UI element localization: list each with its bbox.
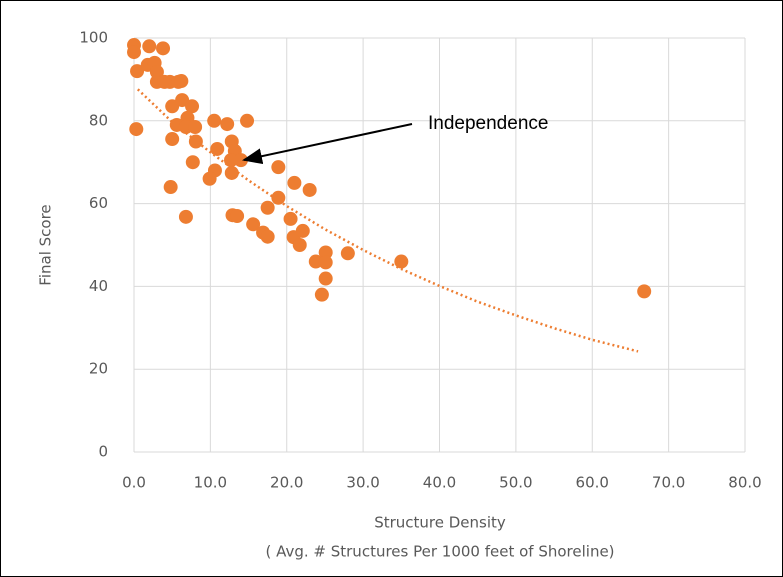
- y-tick-label: 60: [89, 194, 108, 212]
- point: [185, 99, 200, 114]
- point: [271, 190, 286, 205]
- point: [246, 217, 261, 232]
- x-tick-label: 60.0: [576, 474, 609, 492]
- point: [142, 39, 157, 54]
- point: [394, 254, 409, 269]
- annotation-arrow: [242, 123, 413, 165]
- point: [224, 165, 239, 180]
- points: [127, 38, 652, 302]
- point: [271, 160, 286, 175]
- point: [178, 209, 193, 224]
- point: [127, 45, 141, 60]
- x-tick-label: 10.0: [194, 474, 227, 492]
- point: [188, 120, 203, 135]
- point: [302, 182, 317, 197]
- point: [292, 238, 307, 252]
- grid: [133, 37, 746, 453]
- point: [230, 209, 245, 224]
- y-tick-label: 40: [89, 277, 108, 295]
- point: [318, 271, 333, 286]
- y-tick-label: 80: [89, 111, 108, 129]
- point: [314, 287, 329, 302]
- y-axis-title: Final Score: [37, 204, 55, 285]
- point: [287, 175, 302, 190]
- point: [185, 155, 200, 170]
- point: [188, 134, 203, 149]
- point: [165, 132, 180, 147]
- point: [130, 64, 145, 79]
- point: [163, 180, 178, 195]
- point: [637, 284, 652, 299]
- point: [260, 200, 275, 215]
- point: [220, 117, 235, 132]
- point: [156, 41, 171, 56]
- point: [240, 113, 255, 128]
- x-tick-label: 80.0: [728, 474, 761, 492]
- point: [174, 74, 189, 89]
- point: [129, 122, 144, 137]
- point: [210, 141, 225, 156]
- x-axis-note: ( Avg. # Structures Per 1000 feet of Sho…: [265, 543, 614, 561]
- x-tick-label: 30.0: [346, 474, 379, 492]
- point: [202, 171, 217, 186]
- point: [340, 246, 355, 261]
- point: [283, 211, 298, 226]
- x-tick-label: 70.0: [652, 474, 685, 492]
- x-tick-label: 0.0: [122, 474, 146, 492]
- x-tick-label: 20.0: [270, 474, 303, 492]
- x-tick-label: 40.0: [423, 474, 456, 492]
- annotation: Independence: [428, 113, 548, 134]
- y-tick-label: 20: [89, 360, 108, 378]
- y-tick-label: 0: [98, 443, 108, 461]
- x-tick-label: 50.0: [499, 474, 532, 492]
- point: [223, 153, 238, 168]
- y-tick-label: 100: [79, 29, 108, 47]
- x-axis-title: Structure Density: [374, 514, 506, 532]
- point: [260, 229, 275, 244]
- point: [295, 223, 310, 238]
- point: [207, 113, 222, 128]
- point: [318, 255, 333, 270]
- point: [318, 245, 333, 260]
- point: [149, 64, 164, 79]
